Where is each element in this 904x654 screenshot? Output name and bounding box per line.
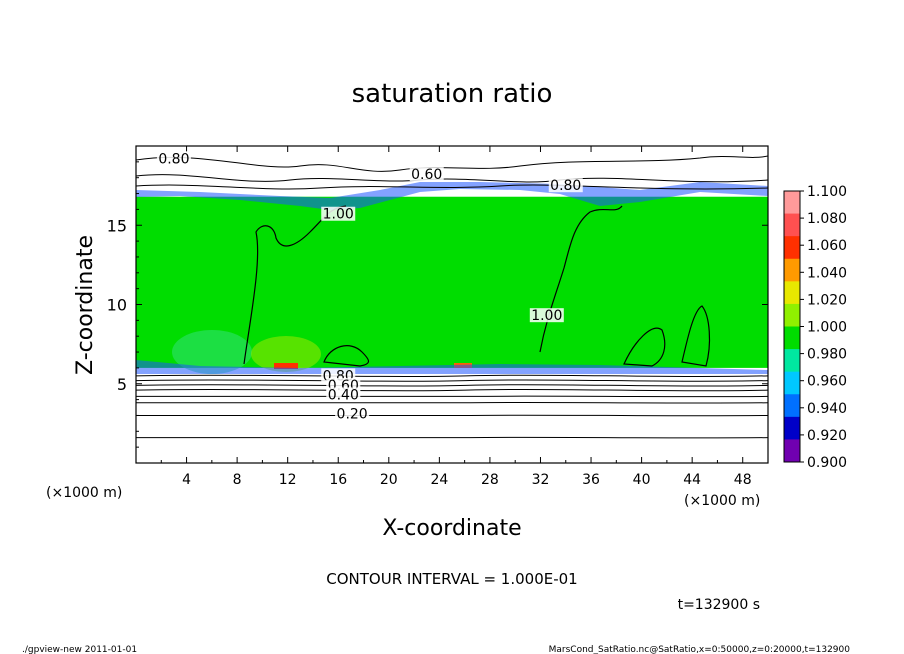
contour-label-bg (156, 151, 191, 166)
contour-top-3 (136, 184, 768, 190)
colorbar-swatch (784, 349, 800, 373)
contour-line (136, 388, 768, 392)
x-tick-label: 36 (582, 472, 600, 488)
bottom-edge-dry-band (136, 360, 768, 374)
colorbar-label: 1.020 (807, 292, 847, 308)
contour-line (136, 395, 768, 398)
contour-label: 0.80 (158, 151, 189, 167)
contour-label: 0.80 (550, 178, 581, 194)
footer-right: MarsCond_SatRatio.nc@SatRatio,x=0:50000,… (549, 645, 851, 654)
contour-label: 0.60 (411, 167, 442, 183)
colorbar-swatch (784, 258, 800, 282)
y-tick-label: 10 (107, 296, 127, 315)
colorbar-swatch (784, 394, 800, 418)
contour-label: 0.40 (328, 387, 359, 403)
contour-line (136, 384, 768, 387)
x-tick-label: 4 (182, 472, 191, 488)
contour-label-bg (529, 308, 564, 323)
colorbar: 1.100 1.080 1.060 1.040 1.020 1.000 0.980 0.960… (783, 184, 847, 471)
x-tick-label: 28 (481, 472, 499, 488)
moist-bump-center (251, 336, 321, 372)
footer-left: ./gpview-new 2011-01-01 (22, 645, 137, 654)
colorbar-label: 0.900 (807, 455, 847, 471)
colorbar-label: 0.940 (807, 401, 847, 417)
top-edge-dry-band (136, 182, 768, 210)
contour-1-00-blob-c (681, 305, 711, 367)
colorbar-label: 1.100 (807, 184, 847, 200)
colorbar-label: 1.060 (807, 238, 847, 254)
x-tick-label: 16 (329, 472, 347, 488)
colorbar-swatch (784, 371, 800, 395)
contour-1-00-region-a (243, 205, 347, 365)
colorbar-label: 1.040 (807, 265, 847, 281)
time-text: t=132900 s (678, 597, 760, 613)
contour-line (136, 379, 768, 382)
contour-interval-text: CONTOUR INTERVAL = 1.000E-01 (326, 570, 577, 588)
contour-label-bg (548, 178, 583, 193)
colorbar-swatch (784, 303, 800, 327)
chart-title: saturation ratio (352, 79, 553, 109)
colorbar-label: 0.960 (807, 374, 847, 390)
colorbar-label: 1.000 (807, 320, 847, 336)
colorbar-label: 0.980 (807, 347, 847, 363)
plot-area (136, 146, 768, 463)
contour-label: 1.00 (531, 308, 562, 324)
x-tick-label: 48 (734, 472, 752, 488)
contour-label: 1.00 (323, 207, 354, 223)
moist-bump-left (172, 330, 252, 374)
x-tick-label: 44 (683, 472, 701, 488)
colorbar-label: 1.080 (807, 211, 847, 227)
contour-label-bg (409, 167, 444, 182)
contour-label-bg (335, 406, 370, 421)
x-tick-label: 12 (279, 472, 297, 488)
x-tick-label: 20 (380, 472, 398, 488)
bottom-contours (136, 374, 768, 439)
y-tick-label: 15 (107, 216, 127, 235)
y-tick-label: 5 (117, 375, 127, 394)
contour-label-bg (321, 206, 356, 221)
x-unit-right: (×1000 m) (684, 493, 760, 509)
contour-line (136, 374, 768, 378)
contour-line (136, 401, 768, 404)
contour-1-00-blob-a (323, 345, 370, 367)
y-axis: 5 10 15 (107, 161, 768, 448)
contour-line (136, 436, 768, 439)
x-tick-label: 8 (233, 472, 242, 488)
contour-1-00-blob-b (623, 327, 666, 367)
x-axis: 4 8 12 16 20 24 28 32 36 40 44 48 (160, 146, 752, 488)
colorbar-swatch (784, 326, 800, 350)
y-axis-label: Z-coordinate (73, 235, 98, 375)
contour-labels: 0.800.600.801.001.000.800.600.400.20 (156, 151, 583, 422)
contour-top-1 (136, 155, 768, 172)
colorbar-swatch (784, 281, 800, 305)
colorbar-swatch (784, 236, 800, 260)
x-tick-label: 32 (532, 472, 550, 488)
colorbar-swatch (784, 416, 800, 440)
x-tick-label: 24 (430, 472, 448, 488)
colorbar-swatch (784, 191, 800, 215)
contour-line (136, 414, 768, 417)
x-unit-left: (×1000 m) (46, 485, 122, 501)
colorbar-swatch (784, 439, 800, 463)
colorbar-swatch (784, 213, 800, 237)
hot-spot-left (274, 363, 298, 369)
x-tick-label: 40 (633, 472, 651, 488)
colorbar-label: 0.920 (807, 428, 847, 444)
contour-label: 0.20 (337, 406, 368, 422)
x-axis-label: X-coordinate (382, 516, 521, 541)
contour-label-bg (326, 387, 361, 402)
